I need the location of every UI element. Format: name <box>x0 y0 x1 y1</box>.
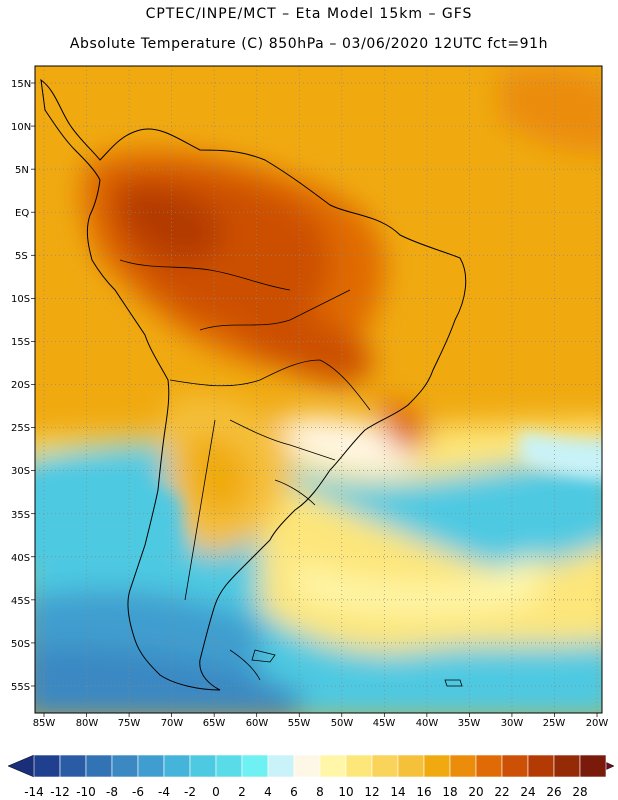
lat-label: 20S <box>11 380 30 391</box>
lat-label: 40S <box>11 553 30 564</box>
colorbar-label: 24 <box>520 785 535 799</box>
colorbar-label: 14 <box>390 785 405 799</box>
colorbar-segment <box>293 754 321 778</box>
colorbar-segment <box>553 754 581 778</box>
lon-label: 65W <box>203 718 226 729</box>
lat-label: EQ <box>15 208 29 219</box>
lon-label: 25W <box>543 718 566 729</box>
colorbar-label: -10 <box>76 785 96 799</box>
colorbar-min-arrow <box>7 754 35 778</box>
lat-label: 10N <box>11 122 31 133</box>
lon-label: 60W <box>246 718 269 729</box>
lon-label: 45W <box>373 718 396 729</box>
colorbar-label: -8 <box>106 785 118 799</box>
temperature-field <box>35 66 602 713</box>
coastlines <box>40 78 467 691</box>
lon-label: 30W <box>501 718 524 729</box>
lat-label: 55S <box>11 682 30 693</box>
colorbar-segment <box>527 754 555 778</box>
lat-label: 30S <box>11 466 30 477</box>
colorbar-label: 0 <box>212 785 220 799</box>
colorbar-segment <box>397 754 425 778</box>
colorbar-label: 16 <box>416 785 431 799</box>
colorbar: -14 -12 -10 -8 -6 -4 -2 0 2 4 6 8 10 12 … <box>7 754 615 799</box>
map-title-line2: Absolute Temperature (C) 850hPa – 03/06/… <box>69 36 549 52</box>
lat-label: 25S <box>11 423 30 434</box>
colorbar-label: 22 <box>494 785 509 799</box>
lat-label: 10S <box>11 294 30 305</box>
longitude-labels: 85W 80W 75W 70W 65W 60W 55W 50W 45W 40W … <box>33 718 609 729</box>
colorbar-label: 4 <box>264 785 272 799</box>
colorbar-segment <box>189 754 217 778</box>
lat-label: 45S <box>11 596 30 607</box>
colorbar-segment <box>449 754 477 778</box>
lon-label: 75W <box>118 718 141 729</box>
lon-label: 70W <box>161 718 184 729</box>
colorbar-segment <box>215 754 243 778</box>
colorbar-segment <box>579 754 607 778</box>
colorbar-segment <box>267 754 295 778</box>
lat-label: 50S <box>11 639 30 650</box>
colorbar-label: 6 <box>290 785 298 799</box>
colorbar-label: 20 <box>468 785 483 799</box>
lat-label: 35S <box>11 510 30 521</box>
map-frame <box>34 65 603 714</box>
lon-label: 20W <box>586 718 609 729</box>
colorbar-label: 10 <box>338 785 353 799</box>
lat-label: 15N <box>11 79 31 90</box>
colorbar-label: -4 <box>158 785 170 799</box>
colorbar-label: -14 <box>24 785 44 799</box>
lon-label: 50W <box>331 718 354 729</box>
colorbar-label: 2 <box>238 785 246 799</box>
colorbar-label: -2 <box>184 785 196 799</box>
latitude-labels: 15N 10N 5N EQ 5S 10S 15S 20S 25S 30S 35S… <box>11 79 31 693</box>
lon-label: 40W <box>416 718 439 729</box>
lat-label: 5N <box>15 165 29 176</box>
colorbar-segment <box>423 754 451 778</box>
lon-label: 55W <box>288 718 311 729</box>
colorbar-segment <box>475 754 503 778</box>
colorbar-label: -12 <box>50 785 70 799</box>
colorbar-label: 28 <box>572 785 587 799</box>
map-title-line1: CPTEC/INPE/MCT – Eta Model 15km – GFS <box>145 6 473 22</box>
lat-label: 5S <box>15 251 28 262</box>
lon-label: 80W <box>76 718 99 729</box>
colorbar-segment <box>111 754 139 778</box>
colorbar-segment <box>59 754 87 778</box>
colorbar-label: 8 <box>316 785 324 799</box>
colorbar-segment <box>501 754 529 778</box>
lat-label: 15S <box>11 337 30 348</box>
colorbar-segment <box>163 754 191 778</box>
colorbar-segment <box>85 754 113 778</box>
colorbar-label: 26 <box>546 785 561 799</box>
lon-label: 35W <box>458 718 481 729</box>
lon-label: 85W <box>33 718 56 729</box>
colorbar-label: 18 <box>442 785 457 799</box>
grid-lines <box>31 66 602 717</box>
colorbar-segment <box>371 754 399 778</box>
colorbar-segment <box>137 754 165 778</box>
colorbar-label: 12 <box>364 785 379 799</box>
colorbar-segment <box>33 754 61 778</box>
colorbar-label: -6 <box>132 785 144 799</box>
colorbar-segment <box>319 754 347 778</box>
colorbar-segment <box>241 754 269 778</box>
colorbar-segment <box>345 754 373 778</box>
